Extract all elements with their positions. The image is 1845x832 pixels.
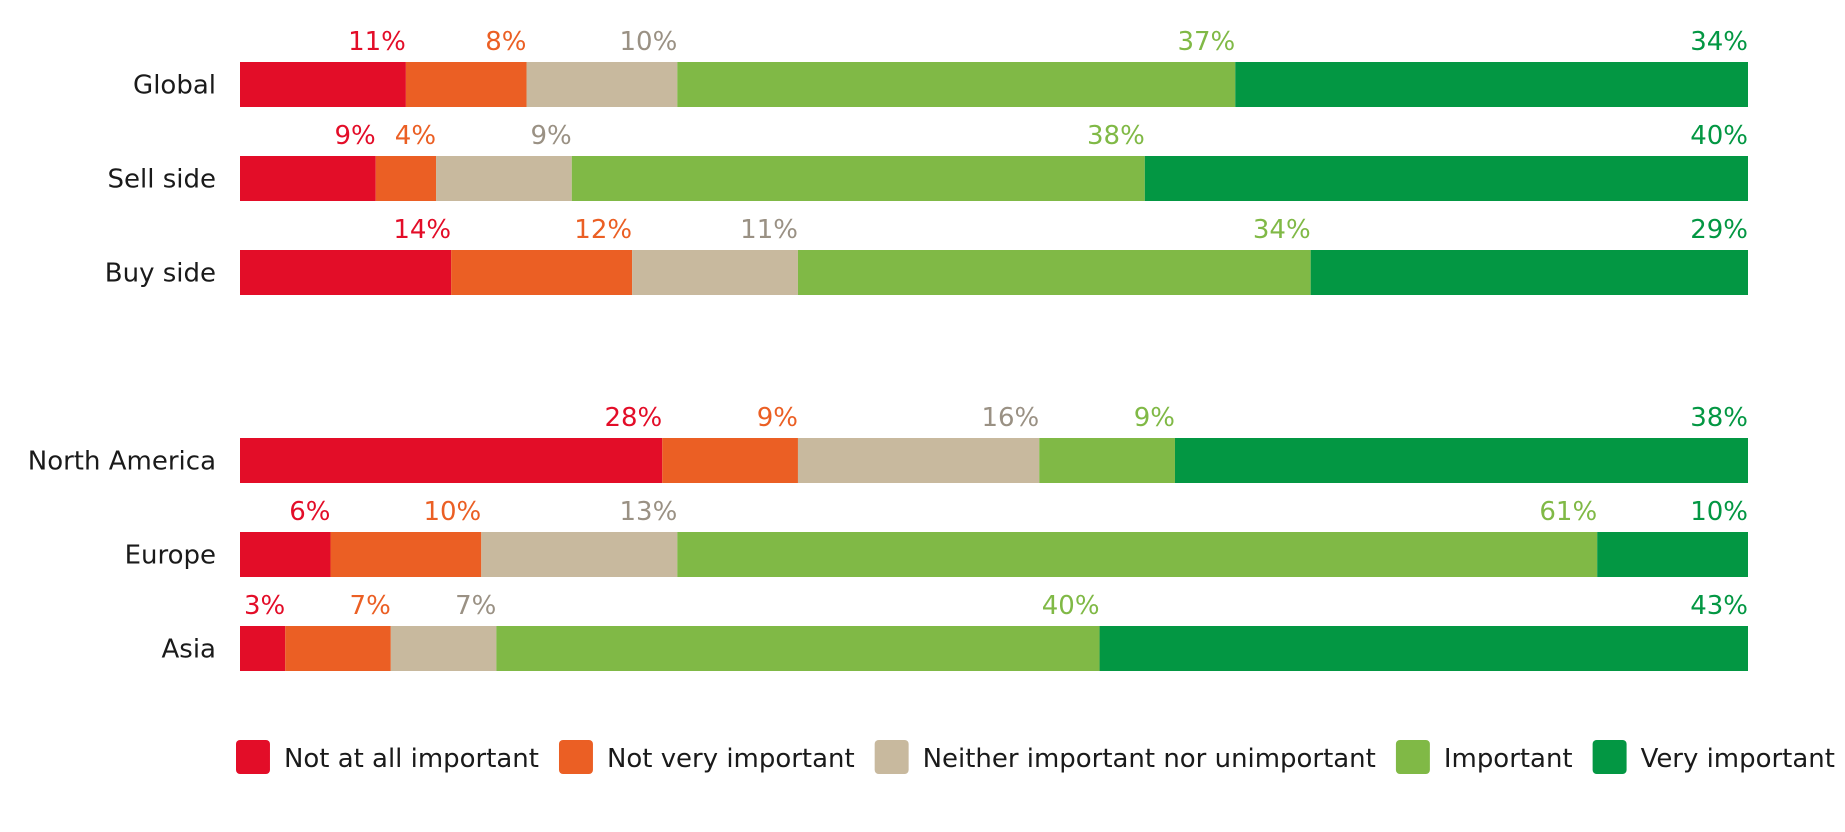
data-label: 34% <box>1253 215 1311 245</box>
data-label: 38% <box>1690 403 1748 433</box>
bar-segment <box>240 532 331 577</box>
data-label: 29% <box>1690 215 1748 245</box>
data-label: 11% <box>348 27 406 57</box>
data-label: 37% <box>1177 27 1235 57</box>
data-label: 11% <box>740 215 798 245</box>
data-label: 10% <box>1690 497 1748 527</box>
data-label: 7% <box>455 591 496 621</box>
data-label: 9% <box>531 121 572 151</box>
bar-segment <box>405 62 527 107</box>
category-label: North America <box>28 447 216 477</box>
category-label: Sell side <box>108 165 216 195</box>
data-label: 12% <box>574 215 632 245</box>
bar-segment <box>1039 438 1175 483</box>
bar-segment <box>285 626 391 671</box>
bar-segment <box>330 532 482 577</box>
data-label: 28% <box>604 403 662 433</box>
category-label: Global <box>133 71 216 101</box>
legend-label: Not at all important <box>284 744 539 774</box>
bar-segment <box>632 250 798 295</box>
bar-segment <box>436 156 572 201</box>
bar-segment <box>797 250 1311 295</box>
legend-swatch <box>236 740 270 774</box>
data-label: 40% <box>1690 121 1748 151</box>
legend-swatch <box>1592 740 1627 774</box>
data-label: 61% <box>1539 497 1597 527</box>
data-label: 16% <box>981 403 1039 433</box>
bar-segment <box>571 156 1145 201</box>
data-label: 34% <box>1690 27 1748 57</box>
data-label: 3% <box>244 591 285 621</box>
bar-segment <box>240 156 376 201</box>
data-label: 10% <box>620 27 678 57</box>
bar-segment <box>526 62 678 107</box>
bar-segment <box>1144 156 1748 201</box>
data-label: 9% <box>334 121 375 151</box>
bar-segment <box>390 626 497 671</box>
legend-label: Neither important nor unimportant <box>923 744 1376 774</box>
bar-segment <box>496 626 1100 671</box>
bar-segment <box>1310 250 1748 295</box>
legend-swatch <box>874 740 909 774</box>
data-label: 40% <box>1042 591 1100 621</box>
bar-segment <box>240 62 406 107</box>
data-label: 38% <box>1087 121 1145 151</box>
legend-label: Very important <box>1641 744 1835 774</box>
data-label: 14% <box>393 215 451 245</box>
category-label: Europe <box>125 541 216 571</box>
data-label: 9% <box>757 403 798 433</box>
bar-segment <box>240 626 286 671</box>
bar-segment <box>481 532 678 577</box>
bar-segment <box>797 438 1040 483</box>
bar-segment <box>240 250 452 295</box>
data-label: 8% <box>485 27 526 57</box>
category-label: Asia <box>162 635 217 665</box>
category-label: Buy side <box>105 259 216 289</box>
data-label: 43% <box>1690 591 1748 621</box>
data-label: 6% <box>289 497 330 527</box>
data-label: 7% <box>350 591 391 621</box>
bar-segment <box>1099 626 1748 671</box>
bar-segment <box>677 532 1598 577</box>
bar-segment <box>451 250 633 295</box>
bar-segment <box>1235 62 1748 107</box>
data-label: 10% <box>423 497 481 527</box>
legend-swatch <box>1395 740 1430 774</box>
data-label: 4% <box>395 121 436 151</box>
bar-segment <box>375 156 437 201</box>
legend-label: Not very important <box>607 744 855 774</box>
bar-segment <box>1174 438 1748 483</box>
data-label: 9% <box>1134 403 1175 433</box>
data-label: 13% <box>620 497 678 527</box>
bar-segment <box>662 438 798 483</box>
legend-label: Important <box>1444 744 1573 774</box>
bar-segment <box>677 62 1236 107</box>
legend-swatch <box>558 740 593 774</box>
bar-segment <box>1597 532 1748 577</box>
bar-segment <box>240 438 663 483</box>
